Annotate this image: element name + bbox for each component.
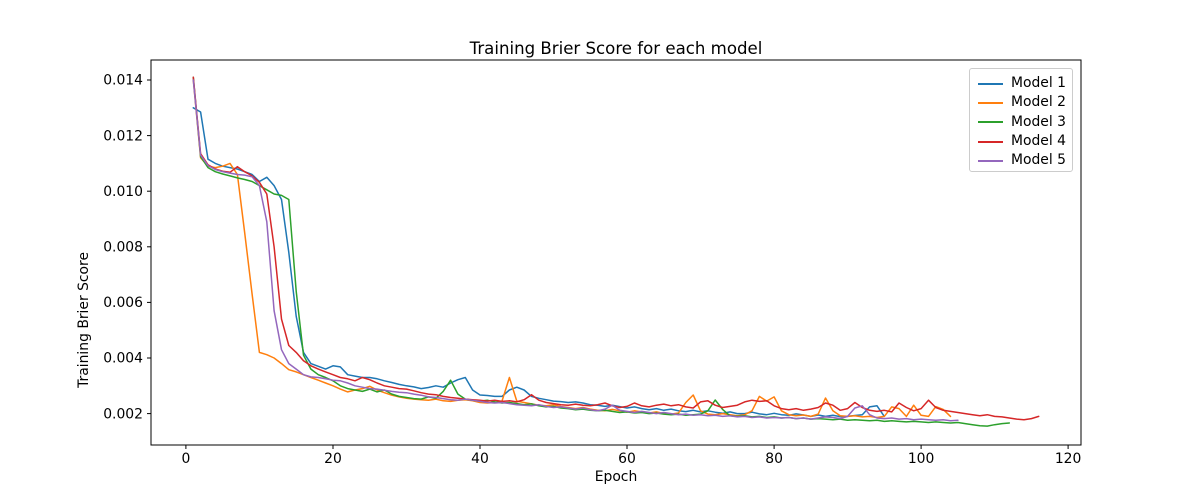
x-tick-label: 120: [1055, 451, 1082, 467]
legend-item: Model 5: [978, 152, 1072, 171]
x-tick-label: 100: [908, 451, 935, 467]
y-tick-label: 0.010: [103, 184, 143, 200]
y-tick-label: 0.002: [103, 406, 143, 422]
y-tick-label: 0.014: [103, 73, 143, 89]
x-tick-label: 0: [181, 451, 190, 467]
x-tick-label: 20: [324, 451, 342, 467]
legend-label: Model 3: [1011, 113, 1066, 130]
legend-label: Model 5: [1011, 152, 1066, 169]
x-tick-label: 40: [471, 451, 489, 467]
legend-label: Model 4: [1011, 132, 1066, 149]
series-line-model-1: [192, 107, 886, 418]
legend-line-swatch: [978, 140, 1003, 143]
y-tick-label: 0.012: [103, 128, 143, 144]
x-tick-label: 60: [618, 451, 636, 467]
series-line-model-4: [192, 76, 1040, 421]
axes-spines: [150, 59, 1082, 446]
legend: Model 1 Model 2 Model 3 Model 4 Model 5: [969, 68, 1073, 172]
legend-label: Model 1: [1011, 74, 1066, 91]
x-tick-label: 80: [765, 451, 783, 467]
y-tick-label: 0.008: [103, 240, 143, 256]
legend-line-swatch: [978, 160, 1003, 163]
y-tick-label: 0.004: [103, 351, 143, 367]
legend-line-swatch: [978, 82, 1003, 85]
legend-line-swatch: [978, 121, 1003, 124]
series-line-model-3: [192, 76, 1011, 427]
chart-title: Training Brier Score for each model: [469, 39, 763, 58]
legend-label: Model 2: [1011, 94, 1066, 111]
series-line-model-2: [192, 79, 952, 419]
legend-item: Model 2: [978, 93, 1072, 112]
x-axis-label: Epoch: [594, 469, 638, 485]
legend-line-swatch: [978, 102, 1003, 105]
legend-item: Model 3: [978, 113, 1072, 132]
y-tick-label: 0.006: [103, 295, 143, 311]
series-line-model-5: [192, 79, 959, 422]
legend-item: Model 1: [978, 74, 1072, 93]
legend-item: Model 4: [978, 132, 1072, 151]
